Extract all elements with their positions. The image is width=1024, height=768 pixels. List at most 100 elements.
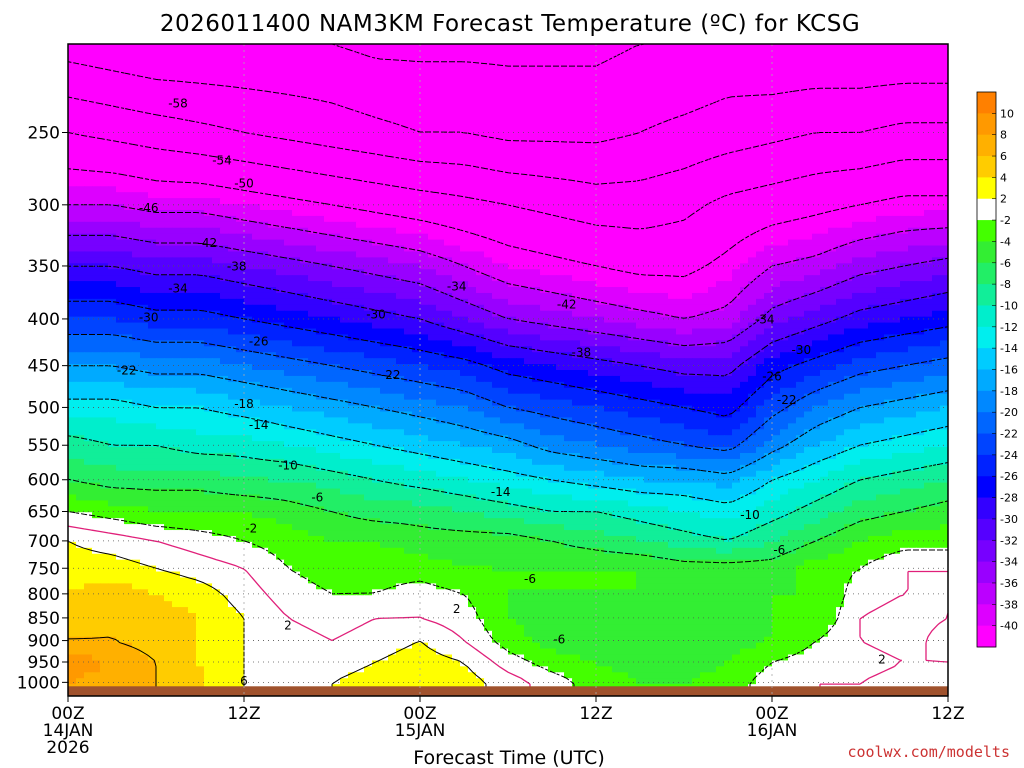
heatmap-cell xyxy=(716,192,725,199)
heatmap-cell xyxy=(940,257,948,264)
heatmap-cell xyxy=(324,103,333,110)
heatmap-cell xyxy=(860,91,869,98)
heatmap-cell xyxy=(908,55,917,63)
heatmap-cell xyxy=(916,269,925,276)
heatmap-cell xyxy=(196,85,205,93)
heatmap-cell xyxy=(284,162,293,170)
heatmap-cell xyxy=(716,204,725,211)
heatmap-cell xyxy=(644,186,653,193)
heatmap-cell xyxy=(412,115,421,122)
heatmap-cell xyxy=(748,132,757,140)
heatmap-cell xyxy=(444,204,453,211)
heatmap-cell xyxy=(260,227,269,235)
heatmap-cell xyxy=(852,180,861,187)
heatmap-cell xyxy=(588,304,597,312)
heatmap-cell xyxy=(300,138,309,146)
heatmap-cell xyxy=(668,292,677,300)
heatmap-cell xyxy=(388,245,397,253)
heatmap-cell xyxy=(556,281,565,288)
heatmap-cell xyxy=(524,150,533,158)
heatmap-cell xyxy=(724,298,733,306)
heatmap-cell xyxy=(188,91,197,98)
heatmap-cell xyxy=(132,138,141,146)
heatmap-cell xyxy=(380,138,389,146)
heatmap-cell xyxy=(156,298,165,306)
heatmap-cell xyxy=(276,257,285,264)
heatmap-cell xyxy=(124,79,133,87)
heatmap-cell xyxy=(436,138,445,146)
heatmap-cell xyxy=(484,126,493,134)
heatmap-cell xyxy=(356,85,365,93)
heatmap-cell xyxy=(804,245,813,253)
heatmap-cell xyxy=(892,97,901,104)
heatmap-cell xyxy=(196,180,205,187)
heatmap-cell xyxy=(772,245,781,253)
heatmap-cell xyxy=(884,263,893,270)
heatmap-cell xyxy=(572,221,581,229)
heatmap-cell xyxy=(780,292,789,300)
heatmap-cell xyxy=(532,126,541,134)
heatmap-cell xyxy=(868,233,877,241)
heatmap-cell xyxy=(820,198,829,205)
heatmap-cell xyxy=(372,156,381,164)
heatmap-cell xyxy=(868,209,877,217)
heatmap-cell xyxy=(164,61,173,69)
heatmap-cell xyxy=(348,204,357,211)
heatmap-cell xyxy=(404,180,413,187)
heatmap-cell xyxy=(876,109,885,116)
heatmap-cell xyxy=(348,44,357,51)
heatmap-cell xyxy=(396,103,405,110)
heatmap-cell xyxy=(228,97,237,104)
heatmap-cell xyxy=(292,245,301,253)
heatmap-cell xyxy=(876,198,885,205)
heatmap-cell xyxy=(164,204,173,211)
heatmap-cell xyxy=(340,144,349,152)
heatmap-cell xyxy=(220,156,229,164)
heatmap-cell xyxy=(836,251,845,258)
heatmap-cell xyxy=(196,263,205,270)
heatmap-cell xyxy=(68,304,77,312)
heatmap-cell xyxy=(300,85,309,93)
heatmap-cell xyxy=(820,233,829,241)
heatmap-cell xyxy=(660,233,669,241)
heatmap-cell xyxy=(228,186,237,193)
heatmap-cell xyxy=(476,287,485,294)
heatmap-cell xyxy=(860,215,869,223)
heatmap-cell xyxy=(716,257,725,264)
heatmap-cell xyxy=(148,103,157,110)
heatmap-cell xyxy=(780,186,789,193)
heatmap-cell xyxy=(340,156,349,164)
heatmap-cell xyxy=(940,281,948,288)
heatmap-cell xyxy=(700,192,709,199)
heatmap-cell xyxy=(580,162,589,170)
heatmap-cell xyxy=(404,85,413,93)
heatmap-cell xyxy=(100,204,109,211)
heatmap-cell xyxy=(100,150,109,158)
heatmap-cell xyxy=(300,55,309,63)
heatmap-cell xyxy=(124,162,133,170)
heatmap-cell xyxy=(212,85,221,93)
heatmap-cell xyxy=(804,275,813,282)
heatmap-cell xyxy=(820,67,829,75)
heatmap-cell xyxy=(900,168,909,175)
heatmap-cell xyxy=(412,55,421,63)
heatmap-cell xyxy=(356,115,365,122)
heatmap-cell xyxy=(284,138,293,146)
heatmap-cell xyxy=(588,287,597,294)
heatmap-cell xyxy=(292,55,301,63)
heatmap-cell xyxy=(844,132,853,140)
heatmap-cell xyxy=(924,304,933,312)
heatmap-cell xyxy=(620,126,629,134)
heatmap-cell xyxy=(356,275,365,282)
heatmap-cell xyxy=(324,55,333,63)
heatmap-cell xyxy=(940,156,948,164)
heatmap-cell xyxy=(308,97,317,104)
heatmap-cell xyxy=(764,298,773,306)
heatmap-cell xyxy=(540,304,549,312)
heatmap-cell xyxy=(260,233,269,241)
heatmap-cell xyxy=(500,109,509,116)
heatmap-cell xyxy=(676,221,685,229)
heatmap-cell xyxy=(836,304,845,312)
heatmap-cell xyxy=(468,239,477,247)
heatmap-cell xyxy=(588,245,597,253)
